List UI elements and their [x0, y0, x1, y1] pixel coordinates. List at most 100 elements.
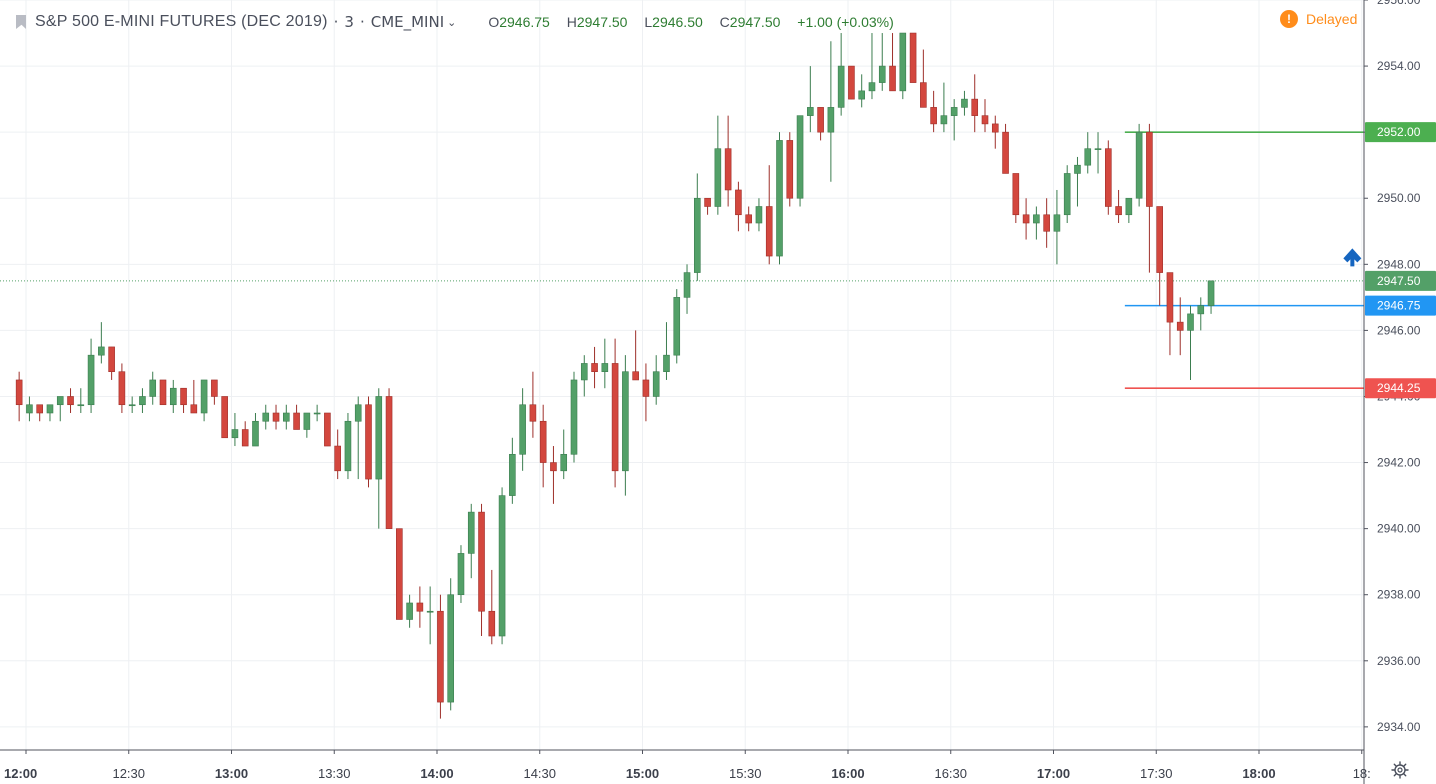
candle-body: [354, 404, 362, 422]
candle-body: [272, 412, 280, 422]
candle-body: [817, 107, 824, 133]
candle-body: [1146, 131, 1153, 207]
candle-body: [1156, 206, 1163, 273]
candle-body: [231, 429, 239, 439]
candle-body: [950, 107, 958, 116]
candle-body: [15, 379, 23, 406]
candle-body: [622, 371, 629, 472]
price-tick-label: 2954.00: [1377, 59, 1421, 73]
candle-body: [878, 65, 886, 83]
close-value: 2947.50: [729, 14, 781, 30]
time-tick-label: 12:00: [4, 766, 37, 781]
candle-body: [909, 32, 917, 83]
time-tick-label: 18:00: [1242, 766, 1275, 781]
candle-body: [87, 354, 95, 406]
candle-body: [1074, 164, 1081, 174]
buy-signal-arrow: [1343, 248, 1362, 267]
flag-icon[interactable]: [16, 15, 26, 29]
candle-body: [149, 379, 157, 397]
candle-body: [128, 404, 136, 407]
symbol-name[interactable]: S&P 500 E-MINI FUTURES (DEC 2019): [35, 13, 328, 30]
candle-body: [1135, 131, 1143, 199]
candle-body: [1033, 214, 1040, 224]
price-level-label: 2952.00: [1377, 125, 1421, 139]
price-level-tag: [1365, 378, 1436, 399]
candle-body: [796, 115, 804, 199]
candle-body: [827, 107, 835, 133]
candle-body: [365, 404, 372, 480]
price-level-label: 2946.75: [1377, 299, 1421, 313]
candle-body: [529, 404, 537, 422]
time-tick-label: 14:00: [420, 766, 453, 781]
chevron-down-icon[interactable]: ⌄: [447, 15, 457, 29]
candle-body: [118, 371, 126, 406]
price-tick-label: 2936.00: [1377, 654, 1421, 668]
candle-body: [519, 404, 526, 455]
candle-body: [396, 528, 403, 620]
candle-body: [1063, 173, 1071, 216]
gear-icon[interactable]: [1391, 761, 1409, 779]
candle-body: [1105, 148, 1112, 207]
candle-body: [858, 90, 866, 100]
candle-body: [1043, 214, 1050, 232]
time-tick-label: 12:30: [112, 766, 145, 781]
time-tick-label: 17:30: [1140, 766, 1173, 781]
candle-body: [262, 412, 270, 422]
candle-body: [1084, 148, 1092, 166]
candle-body: [1115, 206, 1122, 216]
candle-body: [241, 429, 249, 447]
candle-body: [848, 65, 855, 100]
candle-body: [437, 610, 444, 703]
candle-body: [632, 371, 639, 381]
candle-body: [303, 412, 311, 430]
candle-body: [1125, 197, 1133, 216]
candle-body: [724, 148, 732, 191]
price-levels[interactable]: [0, 131, 1364, 390]
time-axis[interactable]: 12:00 12:30 13:00 13:30 14:00 14:30 15:00 15:30…: [0, 749, 1371, 781]
candle-body: [1094, 148, 1102, 150]
exchange-label[interactable]: CME_MINI: [370, 13, 445, 31]
candle-body: [139, 396, 146, 406]
candle-body: [169, 387, 177, 406]
time-tick-label: 15:00: [626, 766, 659, 781]
delayed-status[interactable]: ! Delayed: [1280, 10, 1357, 28]
candle-body: [324, 412, 331, 447]
open-value: 2946.75: [499, 14, 550, 30]
candle-body: [991, 123, 999, 133]
candle-body: [313, 412, 321, 415]
candle-body: [663, 354, 670, 372]
candle-body: [735, 189, 742, 216]
price-tick-label: 2934.00: [1377, 720, 1421, 734]
candle-body: [375, 396, 383, 480]
time-tick-label: 17:00: [1037, 766, 1070, 781]
candle-body: [1176, 321, 1184, 331]
candle-body: [46, 404, 54, 414]
candle-body: [426, 610, 434, 613]
time-tick-label: 13:30: [318, 766, 351, 781]
candle-body: [837, 65, 845, 108]
price-tick-label: 2940.00: [1377, 522, 1421, 536]
candle-body: [1197, 305, 1205, 315]
candle-body: [683, 272, 691, 298]
candle-body: [211, 379, 218, 397]
candle-body: [580, 363, 588, 381]
price-tick-label: 2938.00: [1377, 588, 1421, 602]
time-tick-label: 15:30: [729, 766, 762, 781]
candle-body: [570, 379, 578, 455]
candle-body: [1207, 280, 1215, 306]
candle-body: [67, 396, 74, 406]
candle-body: [765, 206, 773, 257]
price-level-tag: [1365, 295, 1436, 316]
chart-legend: S&P 500 E-MINI FUTURES (DEC 2019) · 3 · …: [16, 10, 907, 34]
candle-body: [344, 420, 352, 472]
candle-body: [776, 140, 783, 257]
separator-dot: ·: [333, 13, 339, 31]
candle-body: [550, 462, 557, 472]
candle-body: [252, 420, 259, 447]
candle-body: [693, 197, 701, 273]
candle-body: [591, 363, 598, 372]
candle-body: [385, 396, 393, 529]
candle-body: [56, 396, 64, 406]
interval-label[interactable]: 3: [344, 13, 354, 31]
